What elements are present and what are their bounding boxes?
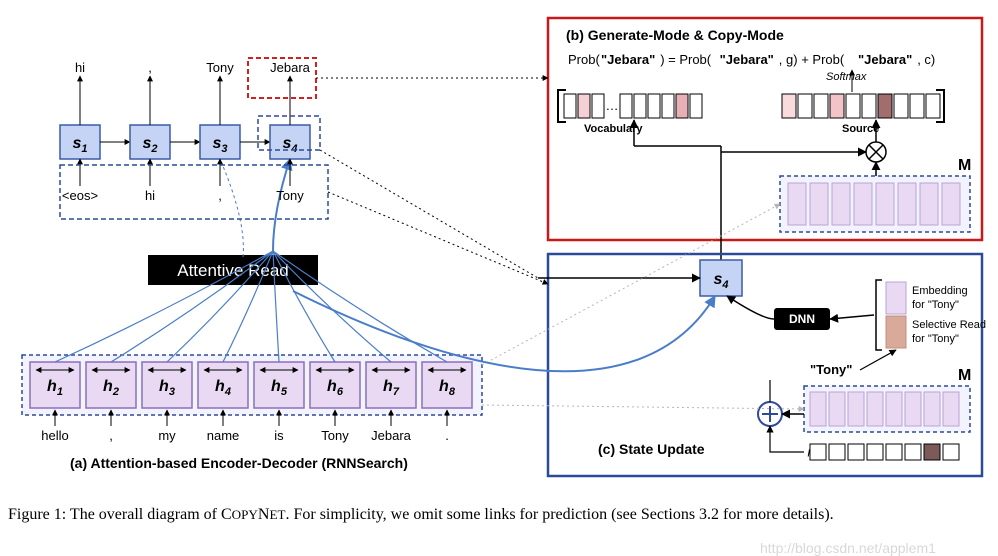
M-label-c: M: [958, 367, 971, 384]
svg-text:Prob(: Prob(: [568, 52, 600, 67]
diagram-svg: h1h2h3h4h5h6h7h8 hello,mynameisTonyJebar…: [0, 0, 998, 490]
svg-text:"Jebara": "Jebara": [720, 52, 774, 67]
decoder-output-token: Jebara: [270, 60, 311, 75]
panel-a-title: (a) Attention-based Encoder-Decoder (RNN…: [70, 455, 408, 471]
svg-text:, c): , c): [917, 52, 935, 67]
svg-text:Embedding: Embedding: [912, 285, 968, 297]
memory-M-b: [780, 176, 970, 232]
source-cells: [782, 94, 940, 118]
vocabulary-cells: …: [564, 94, 702, 118]
s4-state: s4: [700, 260, 742, 296]
memory-M-c: [804, 386, 970, 432]
encoder-token: Tony: [321, 428, 349, 443]
svg-text:DNN: DNN: [789, 312, 815, 326]
decoder-output-token: ,: [148, 60, 152, 75]
decoder-output-token: hi: [75, 60, 85, 75]
decoder-input-token: <eos>: [62, 188, 98, 203]
decoder-input-token: hi: [145, 188, 155, 203]
decoder: s1hi<eos>s2,his3Tony,s4JebaraTony: [60, 60, 311, 203]
encoder-token: Jebara: [371, 428, 412, 443]
figure-caption: Figure 1: The overall diagram of COPYNET…: [8, 504, 988, 526]
svg-text:"Jebara": "Jebara": [601, 52, 655, 67]
svg-text:…: …: [606, 98, 619, 113]
embedding-selective: Embedding for "Tony" Selective Read for "To…: [876, 280, 986, 350]
svg-text:for "Tony": for "Tony": [912, 333, 959, 345]
svg-text:) = Prob(: ) = Prob(: [660, 52, 712, 67]
encoder-token: hello: [41, 428, 68, 443]
decoder-input-token: ,: [218, 188, 222, 203]
svg-text:, g) + Prob(: , g) + Prob(: [779, 52, 845, 67]
svg-text:Attentive Read: Attentive Read: [177, 261, 289, 280]
panel-b: (b) Generate-Mode & Copy-Mode Prob("Jeba…: [548, 18, 982, 260]
encoder-token: my: [158, 428, 176, 443]
M-label-b: M: [958, 157, 971, 174]
dnn-box: DNN: [774, 308, 830, 330]
encoder-token: is: [274, 428, 284, 443]
decoder-output-token: Tony: [206, 60, 234, 75]
encoder: h1h2h3h4h5h6h7h8 hello,mynameisTonyJebar…: [22, 355, 482, 443]
watermark: http://blog.csdn.net/applem1: [760, 540, 936, 556]
panel-c-title: (c) State Update: [598, 441, 705, 457]
encoder-token: ,: [109, 428, 113, 443]
prob-formula: Prob("Jebara") = Prob("Jebara", g) + Pro…: [568, 52, 935, 67]
encoder-token: name: [207, 428, 240, 443]
svg-text:for "Tony": for "Tony": [912, 299, 959, 311]
panel-c: (c) State Update s4 DNN Embedding for "To…: [548, 254, 986, 476]
svg-text:Selective Read: Selective Read: [912, 319, 986, 331]
softmax-label: Softmax: [826, 71, 867, 83]
rho-weights: [810, 444, 959, 460]
tony-label: "Tony": [810, 362, 852, 377]
source-label: Source: [842, 123, 879, 135]
encoder-token: .: [445, 428, 449, 443]
svg-text:"Jebara": "Jebara": [858, 52, 912, 67]
otimes-icon: [866, 142, 886, 162]
oplus-icon: [758, 402, 782, 426]
decoder-input-token: Tony: [276, 188, 304, 203]
panel-b-title: (b) Generate-Mode & Copy-Mode: [566, 27, 784, 43]
